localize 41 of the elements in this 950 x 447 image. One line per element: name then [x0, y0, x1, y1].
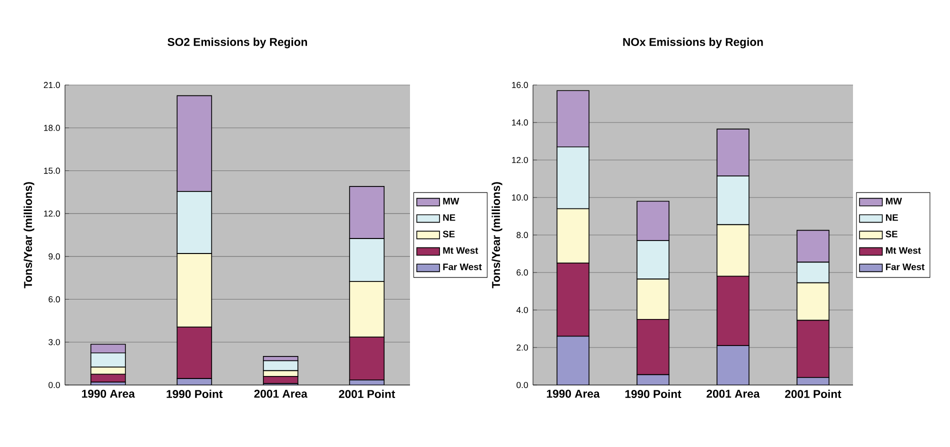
legend-label: MW: [443, 198, 460, 204]
legend-label: Mt West: [886, 247, 921, 254]
x-tick-label: 2001 Area: [254, 390, 308, 398]
chart-title: NOx Emissions by Region: [623, 38, 763, 48]
legend-label: Mt West: [443, 247, 478, 254]
y-tick-label: 0.0: [48, 382, 60, 388]
y-tick-label: 18.0: [44, 124, 60, 131]
y-tick-label: 9.0: [48, 253, 60, 260]
y-tick-label: 6.0: [516, 269, 528, 276]
y-tick-label: 3.0: [48, 339, 60, 346]
x-tick-label: 2001 Area: [706, 390, 760, 398]
legend-label: SE: [886, 230, 898, 238]
legend-label: SE: [442, 230, 455, 238]
y-tick-label: 6.0: [48, 296, 60, 302]
x-tick-label: 1990 Area: [546, 390, 600, 398]
y-tick-label: 10.0: [512, 194, 528, 201]
legend-label: NE: [443, 214, 456, 221]
x-tick-label: 1990 Point: [166, 390, 223, 398]
x-tick-label: 1990 Point: [625, 390, 682, 398]
y-tick-label: 12.0: [44, 210, 60, 217]
x-tick-label: 2001 Point: [785, 390, 842, 398]
y-tick-label: 15.0: [44, 168, 60, 174]
chart-title: SO2 Emissions by Region: [168, 38, 308, 48]
y-axis-title: Tons/Year (millions): [24, 182, 34, 288]
y-tick-label: 14.0: [512, 119, 528, 126]
bar: [716, 345, 750, 385]
x-tick-label: 1990 Area: [82, 390, 135, 398]
x-tick-label: 2001 Point: [338, 390, 396, 398]
y-tick-label: 4.0: [516, 306, 528, 314]
y-tick-label: 21.0: [44, 82, 60, 88]
y-tick-label: 16.0: [512, 82, 528, 88]
legend-label: Far West: [886, 264, 924, 270]
y-tick-label: 0.0: [516, 382, 528, 388]
y-tick-label: 8.0: [516, 232, 528, 238]
y-tick-label: 2.0: [516, 344, 528, 351]
legend-label: Far West: [443, 264, 482, 270]
legend-label: NE: [886, 214, 898, 221]
bar: [556, 336, 590, 385]
y-axis-title: Tons/Year (millions): [492, 182, 502, 288]
legend-label: MW: [886, 198, 902, 204]
y-tick-label: 12.0: [512, 156, 528, 164]
